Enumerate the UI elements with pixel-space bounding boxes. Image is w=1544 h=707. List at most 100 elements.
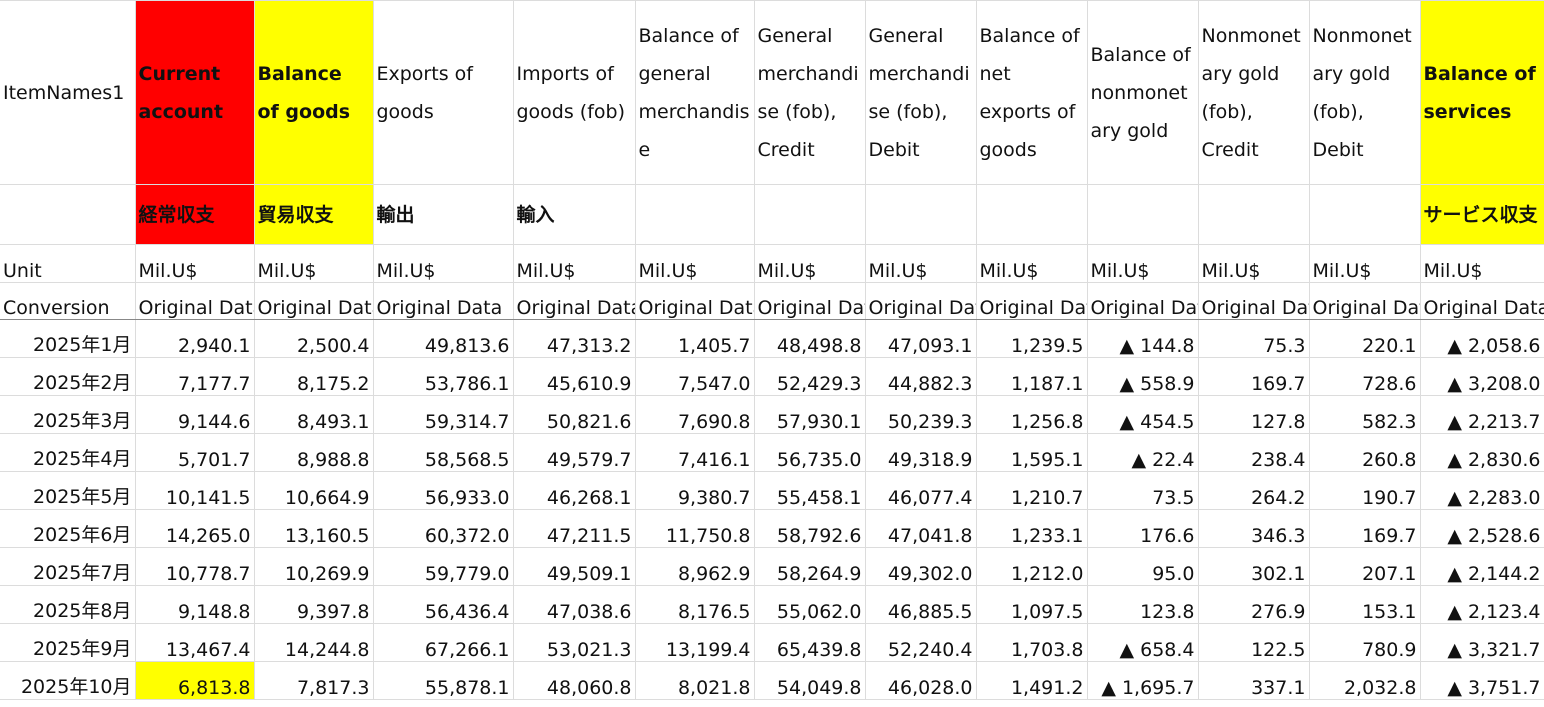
data-row: 2025年3月 9,144.6 8,493.1 59,314.7 50,821.6 7,6… bbox=[0, 395, 1544, 434]
data-cell: 50,821.6 bbox=[512, 395, 636, 434]
conversion-cell: Original Data bbox=[1308, 282, 1421, 320]
japanese-name-cell bbox=[1086, 184, 1199, 245]
unit-cell: Mil.U$ bbox=[372, 244, 514, 283]
data-cell: 2025年1月 bbox=[0, 319, 136, 358]
data-cell: 7,177.7 bbox=[134, 357, 255, 396]
data-cell: 6,813.8 bbox=[134, 661, 255, 700]
unit-cell: Mil.U$ bbox=[253, 244, 374, 283]
conversion-cell: Original Data bbox=[1419, 282, 1544, 320]
data-cell: 53,786.1 bbox=[372, 357, 514, 396]
unit-cell: Mil.U$ bbox=[753, 244, 866, 283]
data-cell: 2025年9月 bbox=[0, 623, 136, 662]
unit-cell: Mil.U$ bbox=[634, 244, 755, 283]
data-row: 2025年5月 10,141.5 10,664.9 56,933.0 46,268.1 9… bbox=[0, 471, 1544, 510]
data-row: 2025年4月 5,701.7 8,988.8 58,568.5 49,579.7 7,4… bbox=[0, 433, 1544, 472]
japanese-name-cell: 経常収支 bbox=[134, 184, 255, 245]
data-cell: 780.9 bbox=[1308, 623, 1421, 662]
data-cell: 2025年7月 bbox=[0, 547, 136, 586]
unit-cell: Mil.U$ bbox=[1419, 244, 1544, 283]
data-cell: 1,239.5 bbox=[975, 319, 1088, 358]
data-cell: 45,610.9 bbox=[512, 357, 636, 396]
data-cell: 53,021.3 bbox=[512, 623, 636, 662]
data-cell: 10,269.9 bbox=[253, 547, 374, 586]
data-cell: 10,141.5 bbox=[134, 471, 255, 510]
japanese-name-cell bbox=[634, 184, 755, 245]
header-cell: Balance of net exports of goods bbox=[975, 0, 1088, 185]
data-cell: 169.7 bbox=[1308, 509, 1421, 548]
data-cell: 46,077.4 bbox=[864, 471, 977, 510]
data-cell: 238.4 bbox=[1197, 433, 1310, 472]
conversion-cell: Original Data bbox=[1086, 282, 1199, 320]
japanese-name-cell bbox=[753, 184, 866, 245]
data-cell: 337.1 bbox=[1197, 661, 1310, 700]
data-cell: 1,703.8 bbox=[975, 623, 1088, 662]
data-cell: 2025年3月 bbox=[0, 395, 136, 434]
header-cell: Balance of services bbox=[1419, 0, 1544, 185]
header-cell: Nonmonetary gold (fob), Debit bbox=[1308, 0, 1421, 185]
data-cell: 8,021.8 bbox=[634, 661, 755, 700]
data-cell: 2,032.8 bbox=[1308, 661, 1421, 700]
data-cell: 14,244.8 bbox=[253, 623, 374, 662]
data-cell: 46,885.5 bbox=[864, 585, 977, 624]
data-cell: 190.7 bbox=[1308, 471, 1421, 510]
japanese-name-cell bbox=[975, 184, 1088, 245]
data-cell: 2,500.4 bbox=[253, 319, 374, 358]
data-cell: 49,302.0 bbox=[864, 547, 977, 586]
data-cell: 58,792.6 bbox=[753, 509, 866, 548]
data-cell: 302.1 bbox=[1197, 547, 1310, 586]
data-cell: 13,160.5 bbox=[253, 509, 374, 548]
data-cell: 60,372.0 bbox=[372, 509, 514, 548]
header-cell: Balance of goods bbox=[253, 0, 374, 185]
data-cell: 1,097.5 bbox=[975, 585, 1088, 624]
conversion-cell: Original Data bbox=[253, 282, 374, 320]
data-cell: 49,813.6 bbox=[372, 319, 514, 358]
data-cell: 220.1 bbox=[1308, 319, 1421, 358]
data-cell: 8,176.5 bbox=[634, 585, 755, 624]
japanese-name-cell: 輸出 bbox=[372, 184, 514, 245]
data-cell: 49,318.9 bbox=[864, 433, 977, 472]
data-cell: 10,664.9 bbox=[253, 471, 374, 510]
data-cell: 58,568.5 bbox=[372, 433, 514, 472]
data-cell: 56,735.0 bbox=[753, 433, 866, 472]
data-cell: 13,199.4 bbox=[634, 623, 755, 662]
data-cell: 55,458.1 bbox=[753, 471, 866, 510]
data-cell: 56,933.0 bbox=[372, 471, 514, 510]
data-cell: 73.5 bbox=[1086, 471, 1199, 510]
conversion-cell: Original Data bbox=[512, 282, 636, 320]
data-cell: 8,988.8 bbox=[253, 433, 374, 472]
header-cell: Balance of nonmonetary gold bbox=[1086, 0, 1199, 185]
data-cell: 122.5 bbox=[1197, 623, 1310, 662]
data-cell: 9,148.8 bbox=[134, 585, 255, 624]
data-cell: 59,779.0 bbox=[372, 547, 514, 586]
data-cell: 58,264.9 bbox=[753, 547, 866, 586]
data-cell: 2025年2月 bbox=[0, 357, 136, 396]
unit-cell: Unit bbox=[0, 244, 136, 283]
japanese-name-cell bbox=[0, 184, 136, 245]
data-cell: ▲ 558.9 bbox=[1086, 357, 1199, 396]
data-cell: ▲ 2,058.6 bbox=[1419, 319, 1544, 358]
data-cell: 65,439.8 bbox=[753, 623, 866, 662]
unit-cell: Mil.U$ bbox=[975, 244, 1088, 283]
japanese-name-cell: 輸入 bbox=[512, 184, 636, 245]
japanese-name-cell bbox=[1197, 184, 1310, 245]
unit-cell: Mil.U$ bbox=[134, 244, 255, 283]
data-cell: 10,778.7 bbox=[134, 547, 255, 586]
data-cell: 50,239.3 bbox=[864, 395, 977, 434]
header-cell: Current account bbox=[134, 0, 255, 185]
data-cell: 55,878.1 bbox=[372, 661, 514, 700]
data-row: 2025年1月 2,940.1 2,500.4 49,813.6 47,313.2 1,4… bbox=[0, 319, 1544, 358]
data-cell: ▲ 3,321.7 bbox=[1419, 623, 1544, 662]
data-cell: 7,817.3 bbox=[253, 661, 374, 700]
data-cell: 276.9 bbox=[1197, 585, 1310, 624]
data-cell: 2025年6月 bbox=[0, 509, 136, 548]
conversion-cell: Original Data bbox=[1197, 282, 1310, 320]
data-cell: 67,266.1 bbox=[372, 623, 514, 662]
data-cell: 8,962.9 bbox=[634, 547, 755, 586]
header-cell: Exports of goods bbox=[372, 0, 514, 185]
data-cell: 7,416.1 bbox=[634, 433, 755, 472]
data-cell: ▲ 2,830.6 bbox=[1419, 433, 1544, 472]
data-cell: 47,211.5 bbox=[512, 509, 636, 548]
unit-cell: Mil.U$ bbox=[512, 244, 636, 283]
data-cell: 260.8 bbox=[1308, 433, 1421, 472]
